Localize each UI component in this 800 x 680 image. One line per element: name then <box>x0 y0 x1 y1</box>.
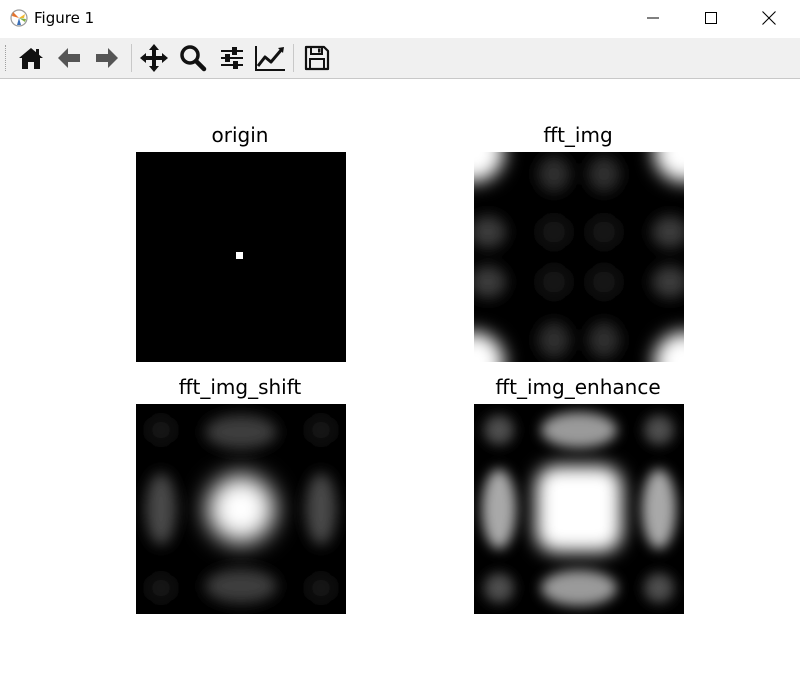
save-button[interactable] <box>300 42 334 74</box>
toolbar-separator <box>293 44 294 72</box>
impulse-dot <box>236 252 243 259</box>
subplot-title-fft-img-shift: fft_img_shift <box>178 375 302 399</box>
close-icon <box>762 11 776 25</box>
image-fft-img <box>474 152 684 362</box>
image-origin <box>136 152 346 362</box>
figure-canvas[interactable]: origin fft_img <box>0 79 800 680</box>
forward-button[interactable] <box>90 42 124 74</box>
configure-subplots-icon <box>221 47 243 69</box>
navigation-toolbar <box>0 38 800 79</box>
matplotlib-icon <box>9 8 29 28</box>
image-fft-img-shift <box>136 404 346 614</box>
back-arrow-icon <box>58 48 80 68</box>
toolbar-separator <box>131 44 132 72</box>
toolbar-grip <box>5 45 8 71</box>
maximize-icon <box>705 12 717 24</box>
home-icon <box>19 48 43 69</box>
save-icon <box>304 45 330 71</box>
minimize-button[interactable] <box>630 0 676 36</box>
back-button[interactable] <box>52 42 86 74</box>
edit-axes-button[interactable] <box>253 42 287 74</box>
image-fft-img-enhance <box>474 404 684 614</box>
edit-axes-icon <box>255 46 285 71</box>
pan-button[interactable] <box>137 42 171 74</box>
minimize-icon <box>647 17 659 19</box>
maximize-button[interactable] <box>688 0 734 36</box>
subplot-title-fft-img-enhance: fft_img_enhance <box>495 375 661 399</box>
window-title: Figure 1 <box>34 9 95 27</box>
subplot-title-fft-img: fft_img <box>543 123 613 147</box>
subplot-title-origin: origin <box>211 123 269 147</box>
zoom-icon <box>180 45 207 72</box>
pan-icon <box>140 44 168 72</box>
zoom-button[interactable] <box>176 42 210 74</box>
home-button[interactable] <box>14 42 48 74</box>
window-titlebar: Figure 1 <box>0 0 800 36</box>
forward-arrow-icon <box>96 48 118 68</box>
close-button[interactable] <box>746 0 792 36</box>
configure-subplots-button[interactable] <box>215 42 249 74</box>
